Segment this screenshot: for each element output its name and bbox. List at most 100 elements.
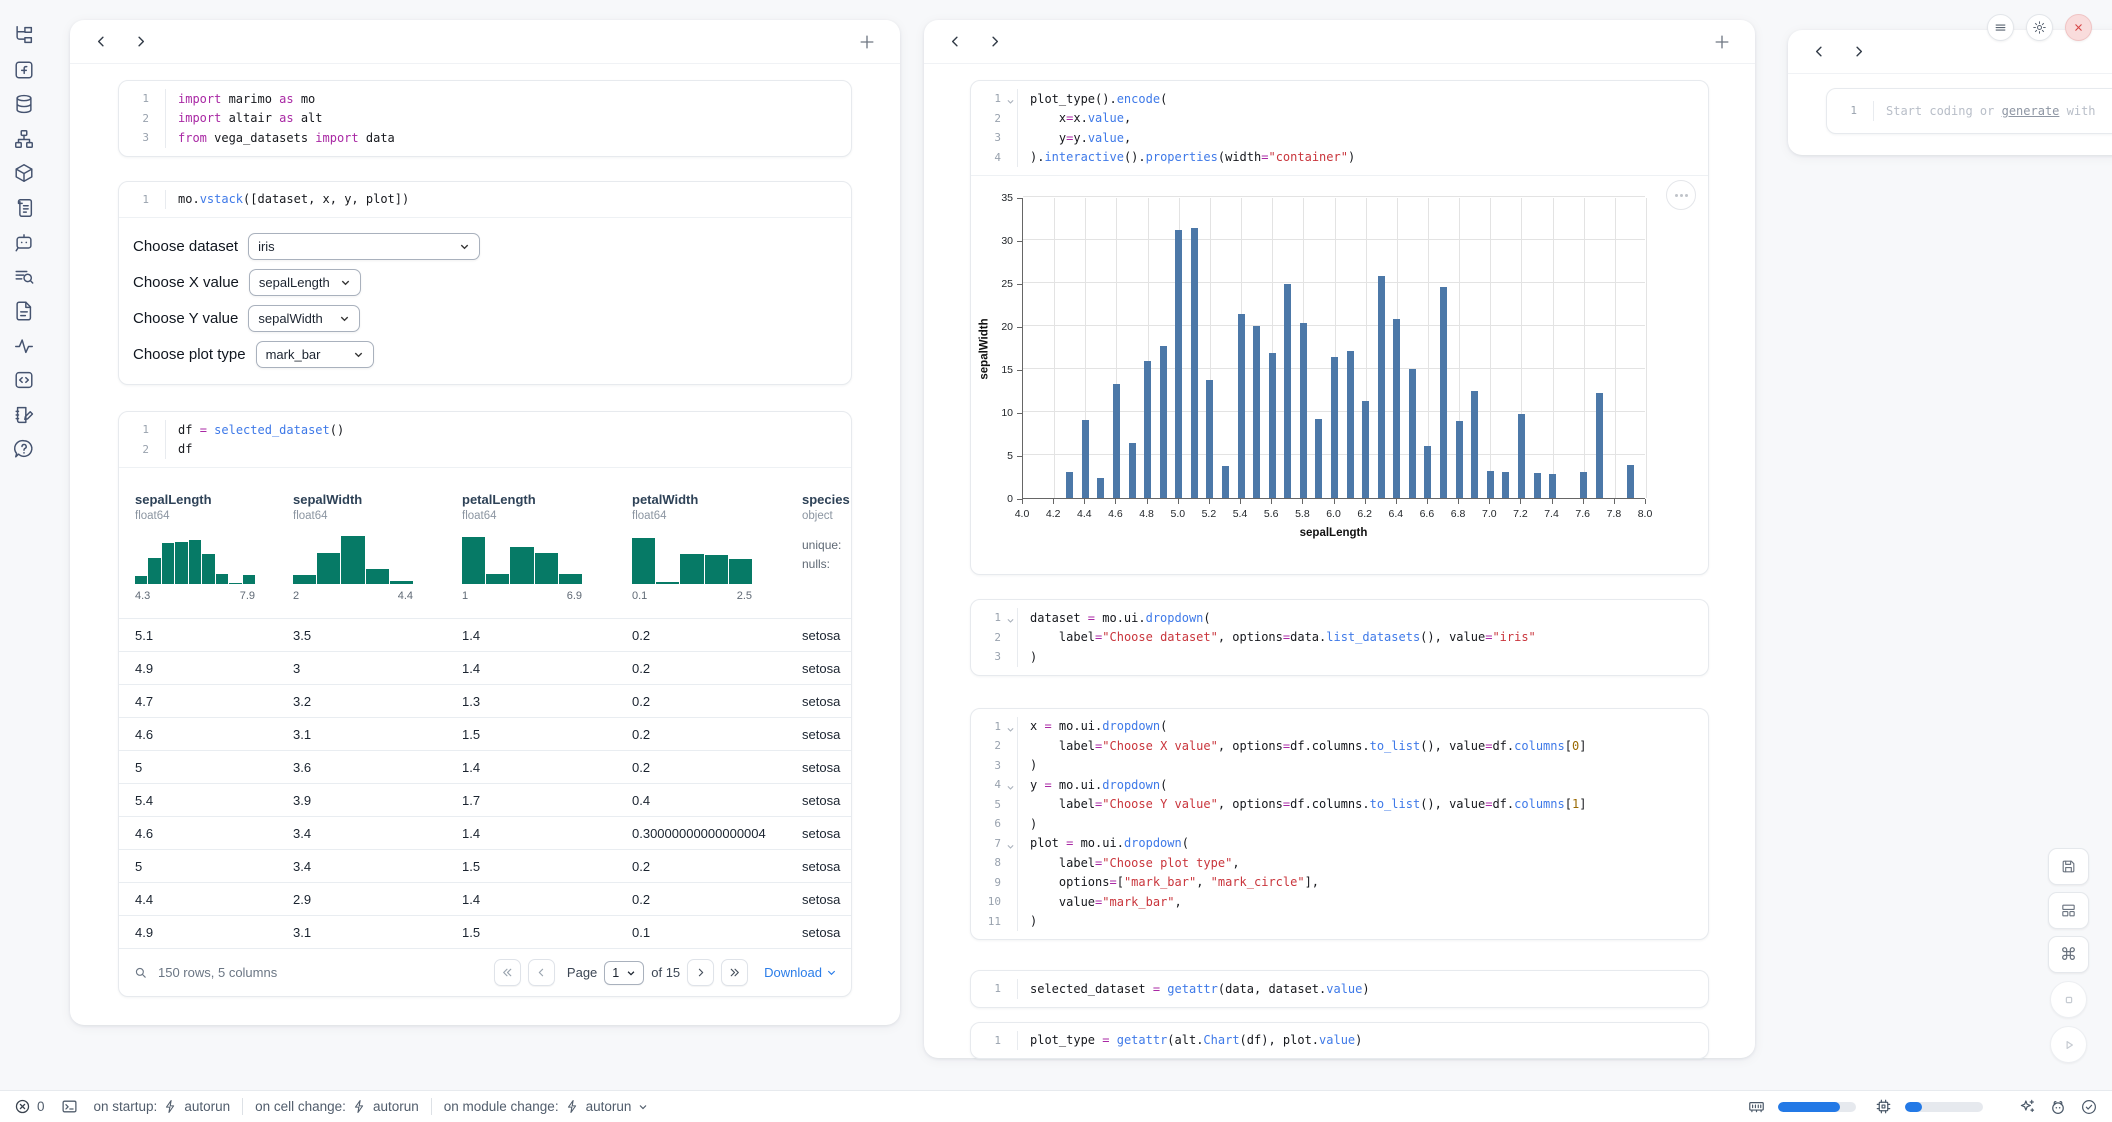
notebook-cell[interactable]: 1plot_type = getattr(alt.Chart(df), plot… bbox=[970, 1022, 1709, 1060]
chart-bar[interactable] bbox=[1471, 391, 1478, 499]
menu-button[interactable] bbox=[1987, 14, 2014, 41]
save-button[interactable] bbox=[2048, 848, 2089, 885]
column-histogram[interactable] bbox=[293, 532, 413, 584]
dropdown-select[interactable]: iris bbox=[248, 233, 480, 260]
sidebar-item-file-tree[interactable] bbox=[13, 24, 35, 46]
chart-bar[interactable] bbox=[1269, 353, 1276, 498]
error-indicator[interactable]: 0 bbox=[14, 1098, 45, 1115]
plot-area[interactable] bbox=[1022, 198, 1645, 499]
notebook-cell[interactable]: 1plot_type().encode(2 x=x.value,3 y=y.va… bbox=[970, 80, 1709, 575]
previous-page-button[interactable] bbox=[528, 959, 555, 986]
dropdown-select[interactable]: sepalLength bbox=[249, 269, 361, 296]
chart-bar[interactable] bbox=[1534, 473, 1541, 498]
chart-bar[interactable] bbox=[1129, 443, 1136, 498]
table-row[interactable]: 4.73.21.30.2setosa bbox=[119, 684, 851, 717]
layout-button[interactable] bbox=[2048, 892, 2089, 929]
chart-bar[interactable] bbox=[1160, 346, 1167, 498]
chart-bar[interactable] bbox=[1362, 401, 1369, 498]
chart-bar[interactable] bbox=[1113, 384, 1120, 498]
chart-bar[interactable] bbox=[1300, 323, 1307, 498]
expand-right-icon[interactable] bbox=[127, 29, 153, 55]
sidebar-item-bot[interactable] bbox=[13, 231, 35, 253]
collapse-left-icon[interactable] bbox=[88, 29, 114, 55]
dropdown-select[interactable]: sepalWidth bbox=[248, 305, 360, 332]
table-row[interactable]: 53.61.40.2setosa bbox=[119, 750, 851, 783]
sidebar-item-workflow[interactable] bbox=[13, 128, 35, 150]
table-row[interactable]: 5.13.51.40.2setosa bbox=[119, 618, 851, 651]
column-histogram[interactable] bbox=[632, 532, 752, 584]
notebook-cell[interactable]: 1dataset = mo.ui.dropdown(2 label="Choos… bbox=[970, 599, 1709, 676]
fold-chevron-icon[interactable] bbox=[1006, 97, 1015, 106]
page-select[interactable]: 1 bbox=[604, 961, 644, 985]
fold-chevron-icon[interactable] bbox=[1006, 783, 1015, 792]
add-cell-button[interactable] bbox=[1709, 29, 1735, 55]
column-header[interactable]: petalWidthfloat640.12.5 bbox=[632, 492, 802, 618]
column-header[interactable]: speciesobjectunique:nulls: bbox=[802, 492, 851, 618]
sidebar-item-list-search[interactable] bbox=[13, 266, 35, 288]
code-editor[interactable]: 1df = selected_dataset()2df bbox=[119, 412, 851, 467]
add-cell-button[interactable] bbox=[854, 29, 880, 55]
fold-chevron-icon[interactable] bbox=[1006, 842, 1015, 851]
chart-bar[interactable] bbox=[1393, 319, 1400, 498]
expand-right-icon[interactable] bbox=[981, 29, 1007, 55]
run-setting[interactable]: on cell change:autorun bbox=[255, 1099, 419, 1114]
chart-bar[interactable] bbox=[1627, 465, 1634, 498]
notebook-cell[interactable]: 1df = selected_dataset()2dfsepalLengthfl… bbox=[118, 411, 852, 997]
chart-actions-button[interactable] bbox=[1666, 180, 1696, 210]
scratch-cell[interactable]: 1Start coding or generate with bbox=[1826, 88, 2112, 134]
chart-bar[interactable] bbox=[1144, 361, 1151, 498]
last-page-button[interactable] bbox=[721, 959, 748, 986]
chart-bar[interactable] bbox=[1378, 276, 1385, 498]
sparkles-icon[interactable] bbox=[2018, 1098, 2036, 1116]
table-row[interactable]: 4.63.41.40.30000000000000004setosa bbox=[119, 816, 851, 849]
mascot-icon[interactable] bbox=[2049, 1098, 2067, 1116]
first-page-button[interactable] bbox=[494, 959, 521, 986]
download-button[interactable]: Download bbox=[764, 965, 837, 980]
sidebar-item-function-square[interactable] bbox=[13, 59, 35, 81]
keyboard-shortcuts-button[interactable]: ⌘ bbox=[2048, 936, 2089, 973]
sidebar-item-code-box[interactable] bbox=[13, 369, 35, 391]
code-editor[interactable]: 1x = mo.ui.dropdown(2 label="Choose X va… bbox=[971, 709, 1708, 940]
table-row[interactable]: 4.42.91.40.2setosa bbox=[119, 882, 851, 915]
chart-bar[interactable] bbox=[1502, 472, 1509, 498]
sidebar-item-scroll[interactable] bbox=[13, 197, 35, 219]
notebook-cell[interactable]: 1import marimo as mo2import altair as al… bbox=[118, 80, 852, 157]
table-row[interactable]: 4.931.40.2setosa bbox=[119, 651, 851, 684]
column-header[interactable]: petalLengthfloat6416.9 bbox=[462, 492, 632, 618]
notebook-cell[interactable]: 1x = mo.ui.dropdown(2 label="Choose X va… bbox=[970, 708, 1709, 941]
stop-button[interactable] bbox=[2050, 981, 2087, 1018]
expand-right-icon[interactable] bbox=[1845, 39, 1871, 65]
code-editor[interactable]: 1plot_type().encode(2 x=x.value,3 y=y.va… bbox=[971, 81, 1708, 175]
chart-bar[interactable] bbox=[1206, 380, 1213, 498]
code-editor[interactable]: 1dataset = mo.ui.dropdown(2 label="Choos… bbox=[971, 600, 1708, 675]
table-row[interactable]: 4.93.11.50.1setosa bbox=[119, 915, 851, 948]
chart-bar[interactable] bbox=[1347, 351, 1354, 498]
next-page-button[interactable] bbox=[687, 959, 714, 986]
table-row[interactable]: 53.41.50.2setosa bbox=[119, 849, 851, 882]
run-setting[interactable]: on startup:autorun bbox=[94, 1099, 231, 1114]
chart-bar[interactable] bbox=[1409, 369, 1416, 498]
chart-bar[interactable] bbox=[1097, 478, 1104, 498]
notebook-cell[interactable]: 1mo.vstack([dataset, x, y, plot])Choose … bbox=[118, 181, 852, 386]
chart-bar[interactable] bbox=[1596, 393, 1603, 498]
search-icon[interactable] bbox=[133, 965, 148, 980]
connection-status-icon[interactable] bbox=[2080, 1098, 2098, 1116]
chart-bar[interactable] bbox=[1284, 284, 1291, 498]
fold-chevron-icon[interactable] bbox=[1006, 616, 1015, 625]
code-editor[interactable]: 1selected_dataset = getattr(data, datase… bbox=[971, 971, 1708, 1007]
collapse-left-icon[interactable] bbox=[1806, 39, 1832, 65]
sidebar-item-file-text[interactable] bbox=[13, 300, 35, 322]
run-button[interactable] bbox=[2050, 1026, 2087, 1063]
fold-chevron-icon[interactable] bbox=[1006, 725, 1015, 734]
notebook-cell[interactable]: 1selected_dataset = getattr(data, datase… bbox=[970, 970, 1709, 1008]
code-editor[interactable]: 1mo.vstack([dataset, x, y, plot]) bbox=[119, 182, 851, 218]
sidebar-item-help-bubble[interactable] bbox=[13, 438, 35, 460]
chart-bar[interactable] bbox=[1191, 228, 1198, 498]
chart-bar[interactable] bbox=[1331, 357, 1338, 498]
sidebar-item-package[interactable] bbox=[13, 162, 35, 184]
chart-bar[interactable] bbox=[1315, 419, 1322, 498]
code-editor[interactable]: 1plot_type = getattr(alt.Chart(df), plot… bbox=[971, 1023, 1708, 1059]
column-histogram[interactable] bbox=[135, 532, 255, 584]
terminal-button[interactable] bbox=[61, 1098, 78, 1115]
chart-bar[interactable] bbox=[1066, 472, 1073, 498]
